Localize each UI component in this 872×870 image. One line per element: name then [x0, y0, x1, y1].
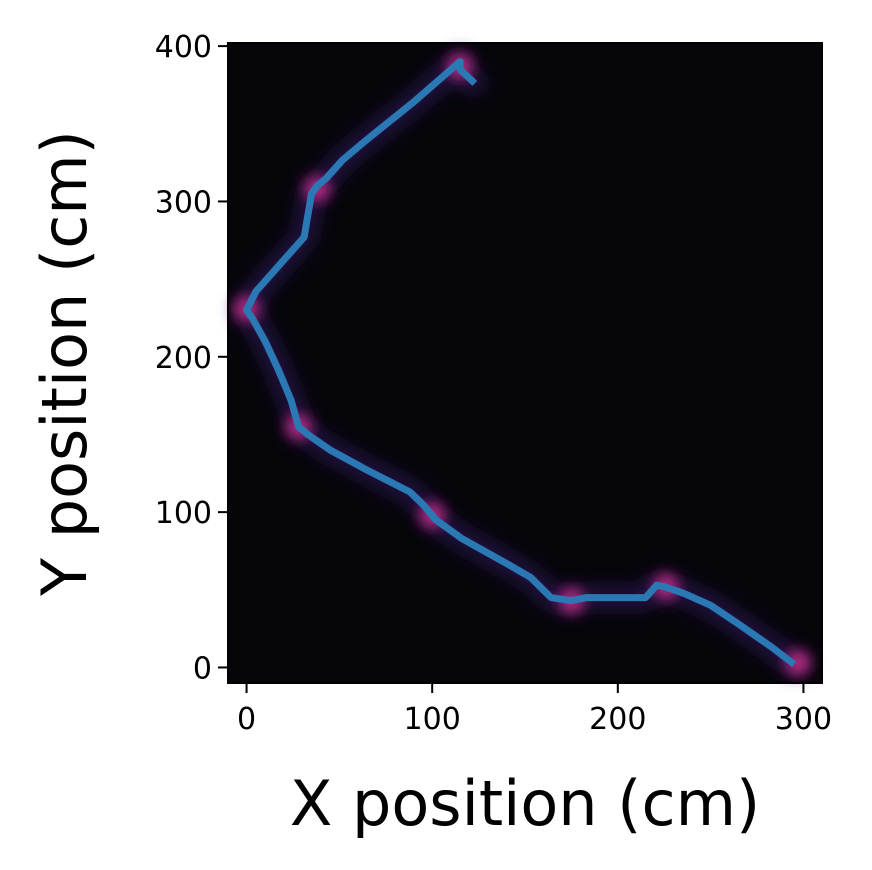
hotspot-core: [790, 655, 805, 670]
x-axis: 0 100 200 300: [237, 683, 832, 737]
y-tick-label: 0: [193, 651, 212, 686]
trajectory-series: [243, 58, 797, 668]
y-axis-label: Y position (cm): [28, 130, 101, 597]
y-axis: 0 100 200 300 400: [155, 30, 228, 686]
x-axis-label: X position (cm): [290, 767, 760, 840]
x-tick-label: 100: [404, 702, 461, 737]
y-tick-label: 400: [155, 30, 212, 65]
y-tick-label: 100: [155, 496, 212, 531]
x-tick-label: 300: [775, 702, 832, 737]
plot-frame: [227, 42, 823, 684]
x-tick-label: 200: [589, 702, 646, 737]
y-tick-label: 300: [155, 185, 212, 220]
y-tick-label: 200: [155, 341, 212, 376]
trajectory-line: [243, 58, 797, 668]
x-tick-label: 0: [237, 702, 256, 737]
